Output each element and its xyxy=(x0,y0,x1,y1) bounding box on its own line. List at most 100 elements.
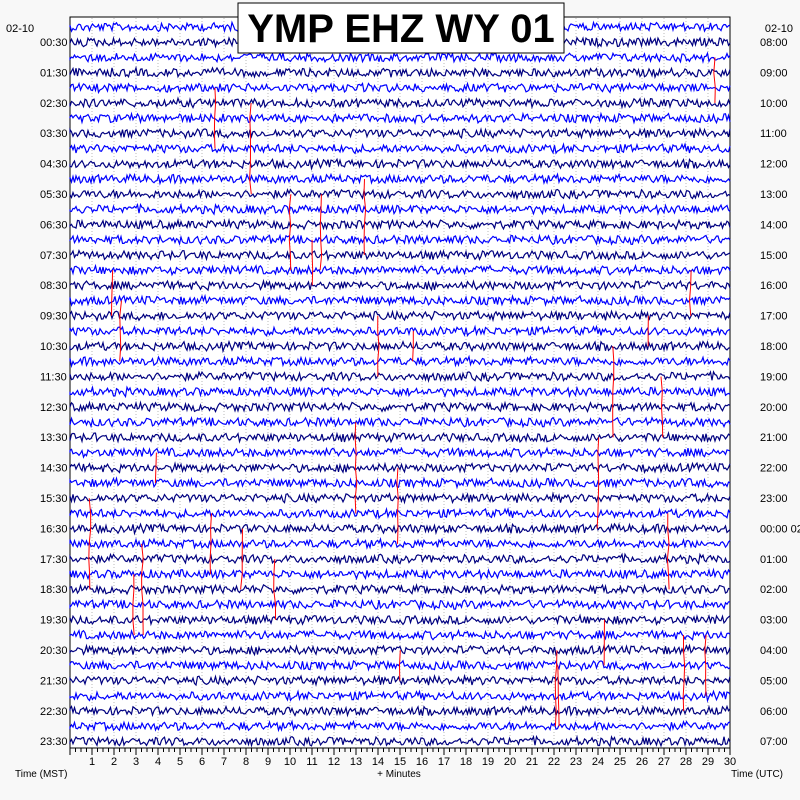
trace-line xyxy=(69,339,731,354)
right-time-label: 14:00 xyxy=(760,219,788,231)
minute-label: 1 xyxy=(89,756,95,768)
left-time-label: 18:30 xyxy=(40,584,68,596)
trace-line xyxy=(69,400,731,414)
left-time-label: 03:30 xyxy=(40,128,68,140)
trace-line xyxy=(69,354,731,369)
minute-ticks xyxy=(69,748,731,755)
minute-label: 8 xyxy=(243,756,249,768)
trace-line xyxy=(69,689,731,703)
trace-line xyxy=(69,446,731,459)
left-time-label: 06:30 xyxy=(40,219,68,231)
trace-line xyxy=(69,324,731,337)
trace-line xyxy=(69,598,731,611)
minute-label: 28 xyxy=(680,756,692,768)
trace-line xyxy=(69,309,731,323)
minute-label: 29 xyxy=(702,756,714,768)
right-time-label: 19:00 xyxy=(760,371,788,383)
left-time-label: 04:30 xyxy=(40,159,68,171)
minute-label: 15 xyxy=(394,756,406,768)
left-time-label: 12:30 xyxy=(40,402,68,414)
event-spike xyxy=(141,543,144,636)
trace-line xyxy=(69,370,731,383)
left-time-label: 21:30 xyxy=(40,675,68,687)
chart-title: YMP EHZ WY 01 xyxy=(247,7,555,51)
left-time-label: 17:30 xyxy=(40,554,68,566)
bottom-axis-title: + Minutes xyxy=(377,769,421,780)
event-spike xyxy=(660,376,664,438)
minute-label: 10 xyxy=(284,756,296,768)
trace-line xyxy=(69,522,731,536)
right-axis-title: Time (UTC) xyxy=(731,769,783,780)
trace-line xyxy=(69,142,731,155)
minute-label: 23 xyxy=(570,756,582,768)
trace-line xyxy=(69,172,731,186)
right-time-label: 22:00 xyxy=(760,463,788,475)
right-time-label: 18:00 xyxy=(760,341,788,353)
trace-line xyxy=(69,461,731,475)
right-time-label: 12:00 xyxy=(760,159,788,171)
minute-label: 13 xyxy=(350,756,362,768)
trace-line xyxy=(69,704,731,718)
right-time-label: 20:00 xyxy=(760,402,788,414)
right-time-label: 17:00 xyxy=(760,311,788,323)
minute-label: 11 xyxy=(306,756,317,768)
trace-lines xyxy=(69,20,731,748)
trace-line xyxy=(69,506,731,520)
trace-line xyxy=(69,583,731,596)
left-time-label: 10:30 xyxy=(40,341,68,353)
left-time-label: 15:30 xyxy=(40,493,68,505)
left-time-label: 02:30 xyxy=(40,98,68,110)
event-spike xyxy=(666,513,670,590)
left-time-label: 20:30 xyxy=(40,645,68,657)
trace-line xyxy=(69,293,731,307)
trace-line xyxy=(69,385,731,399)
title-frame xyxy=(237,2,565,54)
left-time-label: 22:30 xyxy=(40,706,68,718)
minute-label: 26 xyxy=(636,756,648,768)
left-time-label: 19:30 xyxy=(40,615,68,627)
trace-line xyxy=(69,233,731,246)
event-spike xyxy=(209,513,212,575)
event-spike xyxy=(704,634,707,696)
left-time-label: 09:30 xyxy=(40,311,68,323)
event-spike xyxy=(688,270,692,316)
left-time-label: 01:30 xyxy=(40,67,68,79)
left-time-label: 11:30 xyxy=(40,371,67,383)
minute-label: 6 xyxy=(199,756,205,768)
chart-title-box: YMP EHZ WY 01 xyxy=(237,2,565,54)
event-spike xyxy=(240,528,243,590)
right-time-label: 04:00 xyxy=(760,645,788,657)
left-time-label: 23:30 xyxy=(40,736,68,748)
event-spike xyxy=(354,422,358,514)
right-time-label: 16:00 xyxy=(760,280,788,292)
right-time-label: 05:00 xyxy=(760,675,788,687)
right-time-labels: 08:00 09:00 10:00 11:00 12:00 13:00 14:00 15:00… xyxy=(760,37,800,748)
event-spike xyxy=(319,194,323,271)
event-marks xyxy=(88,57,716,727)
left-time-label: 08:30 xyxy=(40,280,68,292)
event-spike xyxy=(398,650,401,681)
trace-line xyxy=(69,491,731,505)
left-time-label: 13:30 xyxy=(40,432,68,444)
minute-label: 16 xyxy=(416,756,428,768)
trace-line xyxy=(69,536,731,550)
trace-line xyxy=(69,719,731,733)
event-spike xyxy=(213,87,217,149)
left-time-label: 07:30 xyxy=(40,250,68,262)
trace-line xyxy=(69,126,731,140)
minute-label: 9 xyxy=(265,756,271,768)
event-spike xyxy=(377,315,380,377)
event-spike xyxy=(288,194,292,271)
event-spike xyxy=(412,331,414,362)
minute-label: 24 xyxy=(592,756,604,768)
minute-label: 5 xyxy=(177,756,183,768)
minute-label: 17 xyxy=(438,756,450,768)
right-time-label: 08:00 xyxy=(760,37,788,49)
right-time-label: 09:00 xyxy=(760,67,788,79)
right-time-label: 15:00 xyxy=(760,250,788,262)
minute-label: 19 xyxy=(482,756,494,768)
minute-label: 27 xyxy=(658,756,670,768)
right-time-label: 02:00 xyxy=(760,584,788,596)
event-spike xyxy=(111,270,114,316)
